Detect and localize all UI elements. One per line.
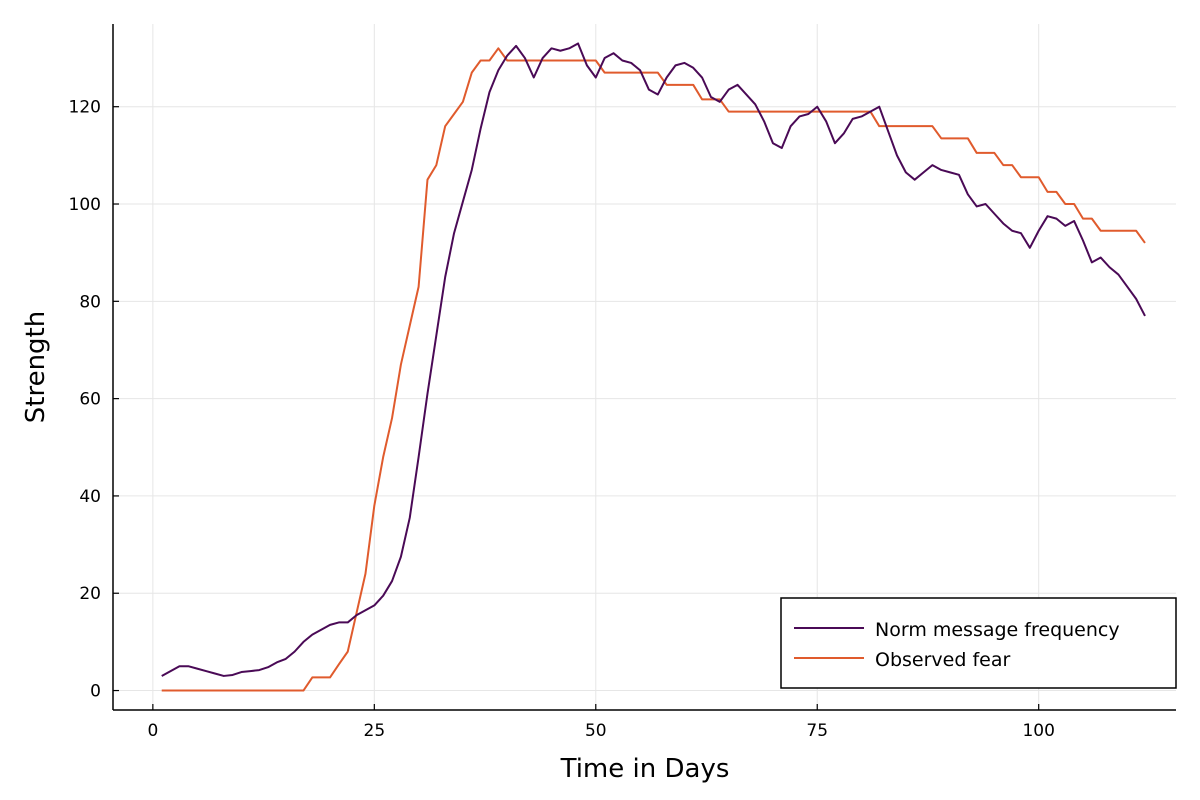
x-tick-label: 50 (585, 721, 607, 741)
y-tick-label: 80 (79, 292, 101, 312)
legend-label-norm-message-frequency: Norm message frequency (875, 619, 1120, 641)
x-tick-label: 0 (147, 721, 158, 741)
legend-label-observed-fear: Observed fear (875, 649, 1010, 671)
series-layer (161, 42, 1146, 692)
y-tick-label: 20 (79, 584, 101, 604)
axes (112, 24, 1176, 711)
x-tick-label: 100 (1022, 721, 1054, 741)
y-tick-label: 0 (90, 682, 101, 702)
y-tick-label: 120 (69, 98, 101, 118)
legend: Norm message frequency Observed fear (780, 597, 1177, 689)
series-line-observed-fear (161, 47, 1146, 692)
y-tick-label: 40 (79, 487, 101, 507)
x-axis-title: Time in Days (560, 754, 730, 784)
tick-labels: 0 25 50 75 100 0 20 40 60 80 100 120 (69, 98, 1055, 741)
y-tick-label: 60 (79, 390, 101, 410)
y-axis-title: Strength (21, 311, 51, 423)
legend-box (780, 597, 1177, 689)
x-tick-label: 25 (364, 721, 386, 741)
x-tick-label: 75 (806, 721, 828, 741)
y-tick-label: 100 (69, 195, 101, 215)
series-line-norm-message-frequency (161, 42, 1146, 677)
